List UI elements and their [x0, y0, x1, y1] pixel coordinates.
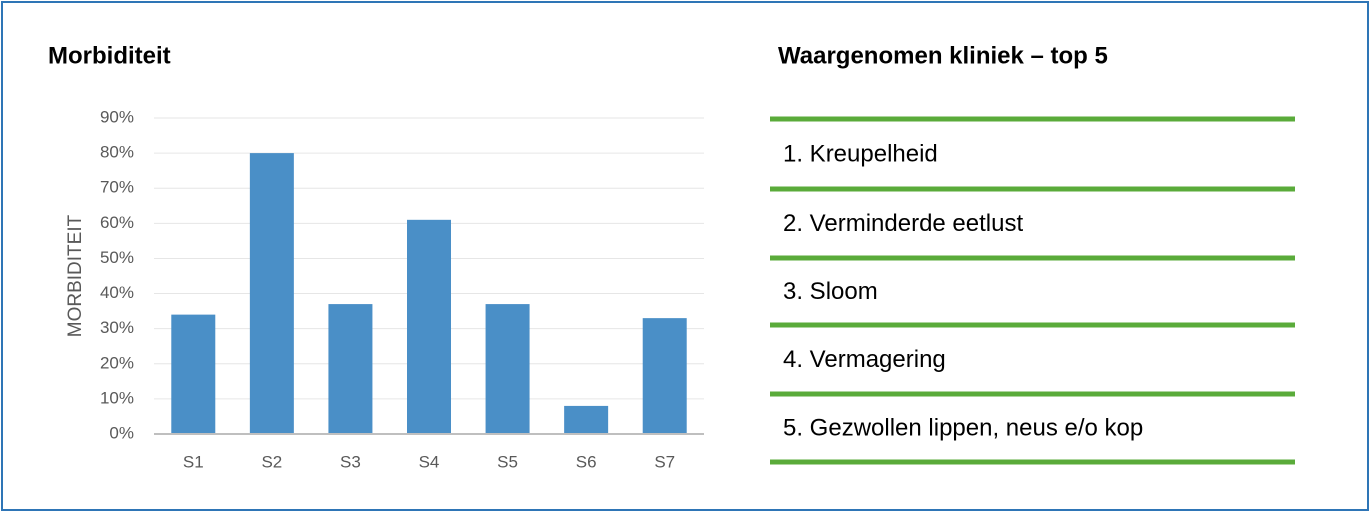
x-tick-label: S6: [576, 452, 597, 471]
list-item: 3. Sloom: [783, 278, 878, 305]
list-title: Waargenomen kliniek – top 5: [778, 42, 1108, 69]
chart-title: Morbiditeit: [48, 42, 171, 69]
y-axis-label: MORBIDITEIT: [65, 214, 86, 337]
bar: [485, 304, 530, 434]
y-tick-label: 90%: [100, 107, 134, 126]
y-tick-label: 50%: [100, 248, 134, 267]
y-tick-label: 40%: [100, 283, 134, 302]
y-tick-label: 20%: [100, 353, 134, 372]
list-item: 4. Vermagering: [783, 346, 946, 373]
y-tick-label: 60%: [100, 213, 134, 232]
x-tick-label: S2: [261, 452, 282, 471]
bar: [642, 318, 687, 434]
list-item: 2. Verminderde eetlust: [783, 210, 1023, 237]
y-tick-label: 10%: [100, 388, 134, 407]
x-tick-label: S7: [654, 452, 675, 471]
y-tick-label: 80%: [100, 143, 134, 162]
x-tick-label: S1: [183, 452, 204, 471]
x-tick-label: S3: [340, 452, 361, 471]
bar: [407, 219, 451, 434]
y-tick-label: 30%: [100, 318, 134, 337]
bar: [564, 405, 609, 434]
x-tick-label: S4: [419, 452, 440, 471]
bar: [249, 153, 294, 434]
list-item: 1. Kreupelheid: [783, 140, 938, 167]
x-tick-label: S5: [497, 452, 518, 471]
y-tick-label: 70%: [100, 178, 134, 197]
y-tick-label: 0%: [109, 423, 134, 442]
bar: [171, 314, 216, 434]
list-item: 5. Gezwollen lippen, neus e/o kop: [783, 414, 1143, 441]
bar: [328, 304, 373, 434]
